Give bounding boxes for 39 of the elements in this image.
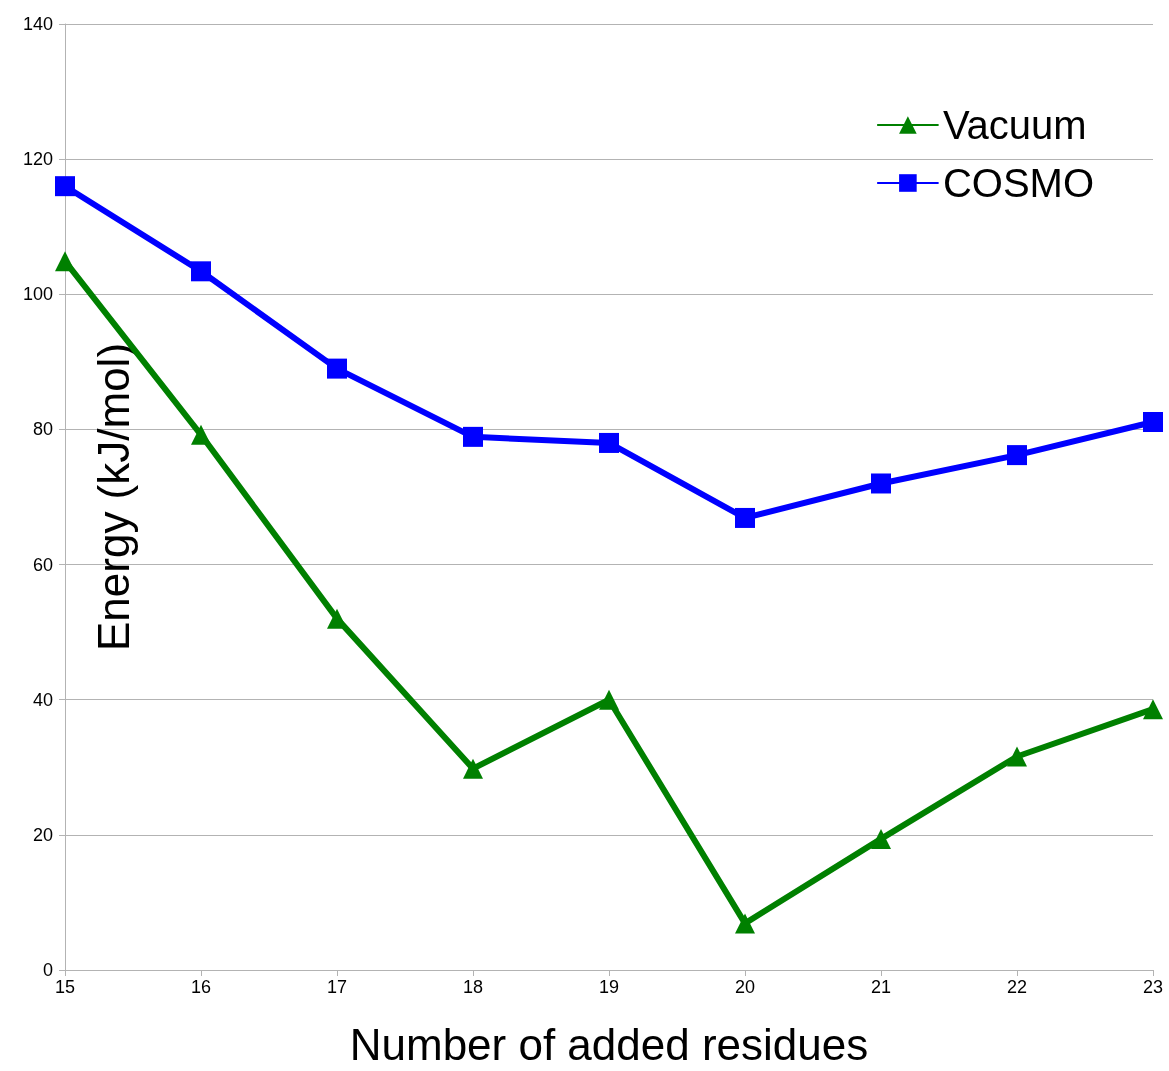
x-tick-label: 15: [54, 977, 76, 997]
point: [327, 358, 347, 379]
y-tick-label: 0: [42, 960, 53, 980]
point: [1007, 746, 1027, 767]
x-tick-label: 22: [1006, 977, 1028, 997]
y-tick-label: 20: [32, 824, 53, 845]
point: [55, 176, 75, 197]
x-tick-label: 17: [326, 977, 348, 997]
point: [599, 689, 619, 710]
point: [463, 758, 483, 779]
point: [327, 608, 347, 629]
x-tick-label: 19: [598, 977, 620, 997]
y-tick-label: 80: [32, 419, 53, 440]
y-tick-label: 120: [22, 149, 53, 170]
point: [191, 424, 211, 445]
y-tick-label: 100: [22, 284, 53, 305]
y-tick-label: 140: [22, 14, 53, 34]
legend-label: Vacuum: [942, 103, 1087, 147]
point: [871, 828, 891, 849]
point: [599, 432, 619, 453]
y-tick-label: 60: [32, 554, 53, 575]
point: [1143, 412, 1163, 432]
legend-label: COSMO: [942, 161, 1095, 205]
point: [1007, 445, 1027, 466]
point: [1143, 699, 1163, 720]
x-tick-label: 16: [190, 977, 212, 997]
point: [55, 251, 75, 272]
point: [735, 507, 755, 528]
x-tick-label: 21: [870, 977, 892, 997]
point: [463, 426, 483, 447]
point: [735, 913, 755, 934]
y-axis-title: Energy (kJ/mol): [88, 342, 138, 652]
x-axis-title: Number of added residues: [349, 1019, 869, 1069]
x-tick-label: 18: [462, 977, 484, 997]
x-tick-label: 23: [1142, 977, 1164, 997]
point: [871, 473, 891, 494]
y-tick-label: 40: [32, 689, 53, 710]
point: [191, 261, 211, 282]
x-tick-label: 20: [734, 977, 756, 997]
